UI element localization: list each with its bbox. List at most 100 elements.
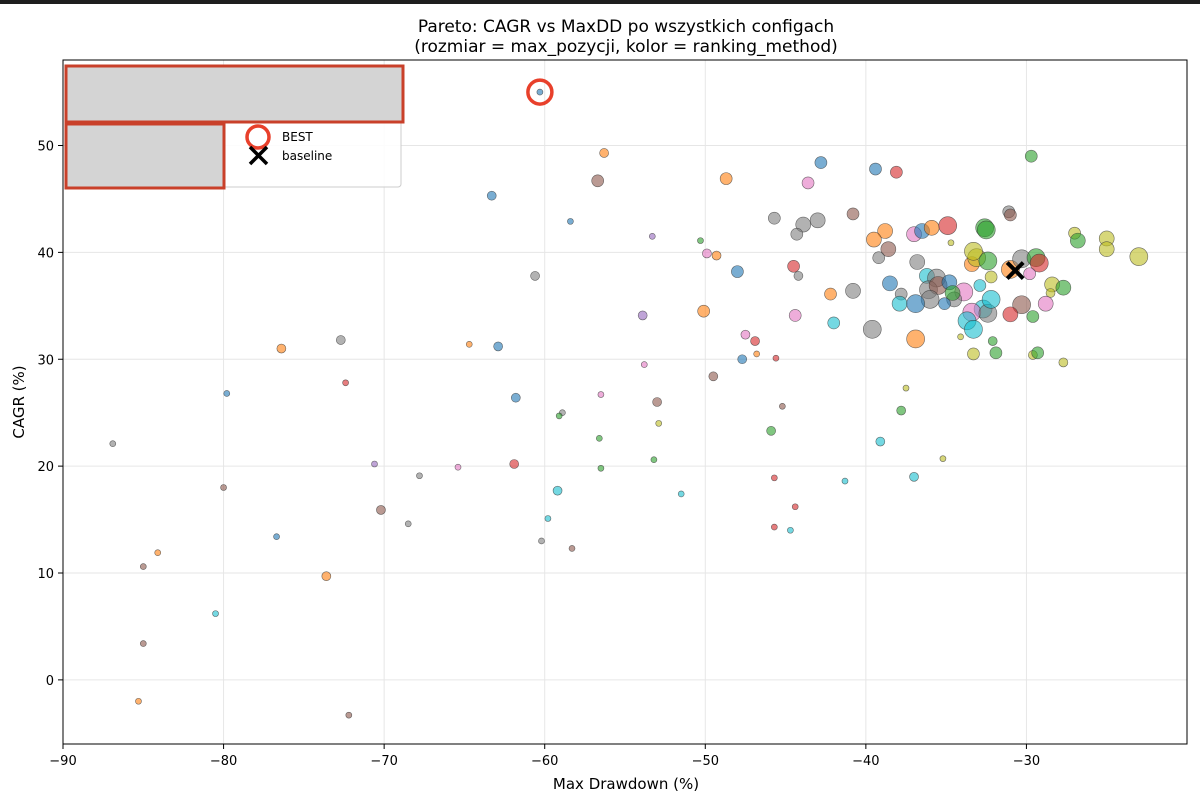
data-point xyxy=(750,336,760,346)
data-point xyxy=(708,371,719,382)
data-point xyxy=(544,515,552,522)
legend: BEST baseline xyxy=(64,64,405,190)
data-point xyxy=(766,426,776,436)
data-point xyxy=(568,545,576,552)
data-point xyxy=(139,563,147,570)
data-point xyxy=(637,310,648,321)
data-point xyxy=(793,271,804,281)
data-point xyxy=(1129,247,1149,266)
data-point xyxy=(957,333,964,341)
data-point xyxy=(536,88,544,96)
data-point xyxy=(640,361,648,368)
data-point xyxy=(486,190,497,201)
data-point xyxy=(964,242,983,261)
data-point xyxy=(787,526,794,534)
chart-title-line-2: (rozmiar = max_pozycji, kolor = ranking_… xyxy=(414,37,838,57)
data-point xyxy=(947,239,955,247)
data-point xyxy=(1002,306,1019,323)
data-point xyxy=(790,227,804,241)
data-point xyxy=(875,436,886,447)
x-axis-label: Max Drawdown (%) xyxy=(553,775,699,793)
data-point xyxy=(371,460,378,468)
y-tick-label: 40 xyxy=(37,246,54,261)
data-point xyxy=(650,456,658,464)
data-point xyxy=(154,549,162,556)
data-point xyxy=(862,320,882,339)
data-point xyxy=(135,697,142,705)
data-point xyxy=(827,316,841,330)
data-point xyxy=(896,405,906,416)
data-point xyxy=(1055,279,1072,296)
data-point xyxy=(795,216,812,233)
data-point xyxy=(493,341,503,352)
data-point xyxy=(335,335,346,345)
data-point xyxy=(779,402,786,410)
data-point xyxy=(509,459,520,469)
data-point xyxy=(787,259,800,273)
data-point xyxy=(923,219,940,236)
x-tick-label: −90 xyxy=(49,754,76,769)
data-point xyxy=(890,165,903,179)
data-point xyxy=(902,384,910,392)
data-point xyxy=(697,237,704,244)
data-point xyxy=(511,392,521,403)
data-point xyxy=(978,251,998,271)
data-point xyxy=(1026,310,1040,323)
data-point xyxy=(719,172,733,185)
data-point xyxy=(1024,149,1038,163)
data-point xyxy=(591,174,605,188)
data-point xyxy=(1058,357,1069,368)
data-point xyxy=(976,220,996,240)
data-point xyxy=(552,485,563,496)
data-point xyxy=(599,148,609,158)
data-point xyxy=(981,290,1001,309)
data-point xyxy=(772,354,780,362)
data-point xyxy=(891,295,908,312)
data-point xyxy=(964,320,983,339)
data-point xyxy=(1029,253,1049,273)
data-point xyxy=(737,354,748,365)
data-point xyxy=(1037,295,1054,312)
legend-baseline-marker-icon xyxy=(248,145,269,166)
data-point xyxy=(740,329,751,340)
data-point xyxy=(989,346,1003,360)
baseline-marker-stroke-2 xyxy=(1005,261,1025,280)
data-point xyxy=(771,523,778,531)
highlight-markers xyxy=(526,78,1025,280)
data-point xyxy=(273,533,280,540)
data-point xyxy=(220,484,227,491)
data-point xyxy=(652,397,662,407)
data-point xyxy=(530,271,540,281)
redaction-box-bottom xyxy=(64,122,226,190)
data-point xyxy=(938,297,951,310)
data-point xyxy=(677,490,685,498)
data-point xyxy=(814,156,828,169)
data-point xyxy=(697,304,710,318)
data-point xyxy=(567,218,574,225)
y-tick-label: 10 xyxy=(37,567,54,582)
data-point xyxy=(655,420,663,427)
data-point xyxy=(909,254,926,270)
axis-ticks: −90 −80 −70 −60 −50 −40 −30 0 10 20 30 40 50 xyxy=(37,140,1040,770)
data-point xyxy=(321,571,332,582)
data-point xyxy=(376,505,386,515)
x-tick-label: −50 xyxy=(692,754,719,769)
data-point xyxy=(791,503,799,511)
data-point xyxy=(880,241,897,257)
data-point xyxy=(869,162,882,176)
plot-frame xyxy=(62,59,1188,745)
data-point xyxy=(877,223,893,239)
y-tick-label: 30 xyxy=(37,353,54,368)
data-point xyxy=(984,270,998,284)
data-point xyxy=(909,472,919,482)
data-point xyxy=(465,340,473,348)
data-point xyxy=(538,537,545,545)
data-point xyxy=(882,275,898,292)
data-point xyxy=(416,472,423,480)
data-point xyxy=(967,347,980,361)
legend-best-label: BEST xyxy=(282,130,313,144)
data-point xyxy=(731,265,744,278)
data-point xyxy=(944,285,961,301)
data-point xyxy=(768,211,781,225)
